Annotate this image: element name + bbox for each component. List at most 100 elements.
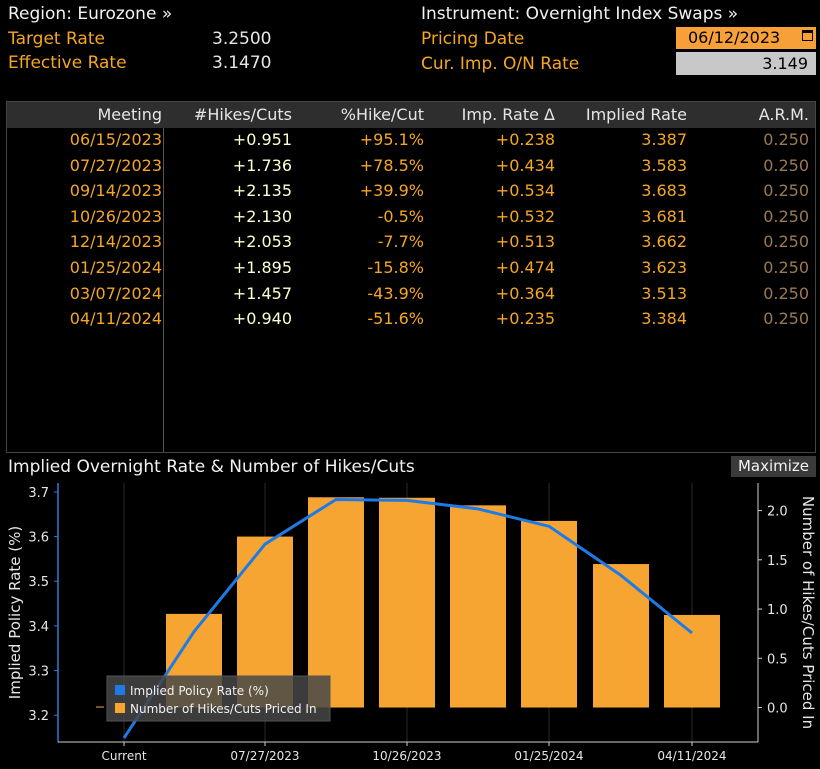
cur-imp-rate-field: 3.149 xyxy=(676,52,816,75)
region-selector[interactable]: Region: Eurozone » xyxy=(8,4,173,24)
y2-tick-label: 1.5 xyxy=(767,554,788,569)
effective-rate-label: Effective Rate xyxy=(8,53,127,73)
pct-hike-cut-cell: +95.1% xyxy=(359,130,424,149)
y-axis-label: Implied Policy Rate (%) xyxy=(6,526,24,699)
y-tick-label: 3.2 xyxy=(28,709,49,724)
column-header-meeting[interactable]: Meeting xyxy=(97,105,162,124)
hikes-bar[interactable] xyxy=(96,706,104,708)
hikes-cuts-cell: +2.130 xyxy=(232,206,292,226)
legend-label-rate[interactable]: Implied Policy Rate (%) xyxy=(130,684,269,698)
hikes-bar[interactable] xyxy=(521,520,577,708)
pricing-date-label: Pricing Date xyxy=(421,29,525,49)
hikes-bar[interactable] xyxy=(593,564,649,708)
x-tick-label: 04/11/2024 xyxy=(657,749,726,763)
implied-rate-cell: 3.387 xyxy=(641,130,687,149)
arm-cell: 0.250 xyxy=(763,258,809,277)
pct-hike-cut-cell: +78.5% xyxy=(359,155,424,175)
meeting-cell[interactable]: 07/27/2023 xyxy=(69,155,162,175)
y2-axis-label: Number of Hikes/Cuts Priced In xyxy=(799,496,817,729)
meeting-cell[interactable]: 12/14/2023 xyxy=(69,232,162,252)
arm-cell: 0.250 xyxy=(763,206,809,226)
cur-imp-rate-value: 3.149 xyxy=(762,54,808,73)
legend-swatch-rate xyxy=(115,685,125,695)
meeting-cell[interactable]: 03/07/2024 xyxy=(69,283,162,303)
x-tick-label: 01/25/2024 xyxy=(514,749,583,763)
arm-cell: 0.250 xyxy=(763,232,809,252)
hikes-bar[interactable] xyxy=(308,497,364,708)
implied-rate-cell: 3.384 xyxy=(641,309,687,329)
meeting-cell[interactable]: 04/11/2024 xyxy=(69,309,162,329)
column-divider xyxy=(163,128,164,452)
chart-title: Implied Overnight Rate & Number of Hikes… xyxy=(8,457,415,477)
meeting-cell[interactable]: 09/14/2023 xyxy=(69,181,162,201)
pricing-date-field[interactable]: 06/12/2023 xyxy=(676,27,816,49)
meetings-table: Meeting #Hikes/Cuts %Hike/Cut Imp. Rate … xyxy=(6,101,816,453)
y-tick-label: 3.3 xyxy=(28,665,49,680)
target-rate-value: 3.2500 xyxy=(212,29,272,49)
hikes-cuts-cell: +0.940 xyxy=(232,309,292,329)
hikes-cuts-cell: +2.053 xyxy=(232,232,292,252)
meeting-cell[interactable]: 01/25/2024 xyxy=(69,258,162,277)
x-tick-label: 10/26/2023 xyxy=(372,749,441,763)
chart-legend[interactable]: Implied Policy Rate (%) Number of Hikes/C… xyxy=(106,675,331,722)
hikes-cuts-cell: +1.736 xyxy=(232,155,292,175)
hikes-cuts-cell: +0.951 xyxy=(232,130,292,149)
meeting-cell[interactable]: 10/26/2023 xyxy=(69,206,162,226)
legend-swatch-hikes xyxy=(115,703,125,713)
legend-label-hikes[interactable]: Number of Hikes/Cuts Priced In xyxy=(130,702,317,716)
y-tick-label: 3.6 xyxy=(28,531,49,546)
hikes-bar[interactable] xyxy=(379,497,435,708)
chart-axes: 3.2 3.3 3.4 3.5 3.6 3.7 0.0 0.5 1.0 1.5 2.0 Current… xyxy=(6,483,817,763)
implied-rate-cell: 3.662 xyxy=(641,232,687,252)
calendar-icon[interactable] xyxy=(802,30,813,41)
y-tick-label: 3.7 xyxy=(28,486,49,501)
arm-cell: 0.250 xyxy=(763,181,809,201)
arm-cell: 0.250 xyxy=(763,130,809,149)
y-tick-label: 3.5 xyxy=(28,575,49,590)
imp-rate-delta-cell: +0.364 xyxy=(495,283,555,303)
arm-cell: 0.250 xyxy=(763,155,809,175)
y2-tick-label: 0.5 xyxy=(767,652,788,667)
pct-hike-cut-cell: -43.9% xyxy=(367,283,424,303)
imp-rate-delta-cell: +0.474 xyxy=(495,258,555,277)
implied-rate-cell: 3.513 xyxy=(641,283,687,303)
legend-box xyxy=(106,675,331,722)
pct-hike-cut-cell: -51.6% xyxy=(367,309,424,329)
pct-hike-cut-cell: +39.9% xyxy=(359,181,424,201)
target-rate-label: Target Rate xyxy=(8,29,105,49)
pct-hike-cut-cell: -0.5% xyxy=(377,206,424,226)
imp-rate-delta-cell: +0.434 xyxy=(495,155,555,175)
hikes-bar[interactable] xyxy=(450,505,506,708)
x-tick-label: Current xyxy=(101,749,146,763)
column-header-pct-hike-cut[interactable]: %Hike/Cut xyxy=(340,105,424,124)
implied-rate-cell: 3.623 xyxy=(641,258,687,277)
pricing-date-value: 06/12/2023 xyxy=(688,28,781,47)
y2-tick-label: 1.0 xyxy=(767,603,788,618)
effective-rate-value: 3.1470 xyxy=(212,53,272,73)
arm-cell: 0.250 xyxy=(763,309,809,329)
x-tick-label: 07/27/2023 xyxy=(230,749,299,763)
hikes-cuts-cell: +1.457 xyxy=(232,283,292,303)
y-tick-label: 3.4 xyxy=(28,620,49,635)
imp-rate-delta-cell: +0.534 xyxy=(495,181,555,201)
maximize-button[interactable]: Maximize xyxy=(731,456,816,477)
column-header-hikes-cuts[interactable]: #Hikes/Cuts xyxy=(193,105,292,124)
column-header-implied-rate[interactable]: Implied Rate xyxy=(585,105,687,124)
implied-rate-cell: 3.583 xyxy=(641,155,687,175)
hikes-bar[interactable] xyxy=(664,614,720,708)
imp-rate-delta-cell: +0.238 xyxy=(495,130,555,149)
pct-hike-cut-cell: -15.8% xyxy=(367,258,424,277)
column-header-arm[interactable]: A.R.M. xyxy=(758,105,809,124)
hikes-cuts-cell: +1.895 xyxy=(232,258,292,277)
implied-rate-cell: 3.681 xyxy=(641,206,687,226)
column-header-imp-rate-delta[interactable]: Imp. Rate Δ xyxy=(461,105,555,124)
y2-tick-label: 2.0 xyxy=(767,505,788,520)
imp-rate-delta-cell: +0.513 xyxy=(495,232,555,252)
hikes-bars xyxy=(96,497,720,708)
instrument-selector[interactable]: Instrument: Overnight Index Swaps » xyxy=(421,4,739,24)
meeting-cell[interactable]: 06/15/2023 xyxy=(69,130,162,149)
imp-rate-delta-cell: +0.235 xyxy=(495,309,555,329)
table-header: Meeting #Hikes/Cuts %Hike/Cut Imp. Rate … xyxy=(7,102,815,128)
arm-cell: 0.250 xyxy=(763,283,809,303)
